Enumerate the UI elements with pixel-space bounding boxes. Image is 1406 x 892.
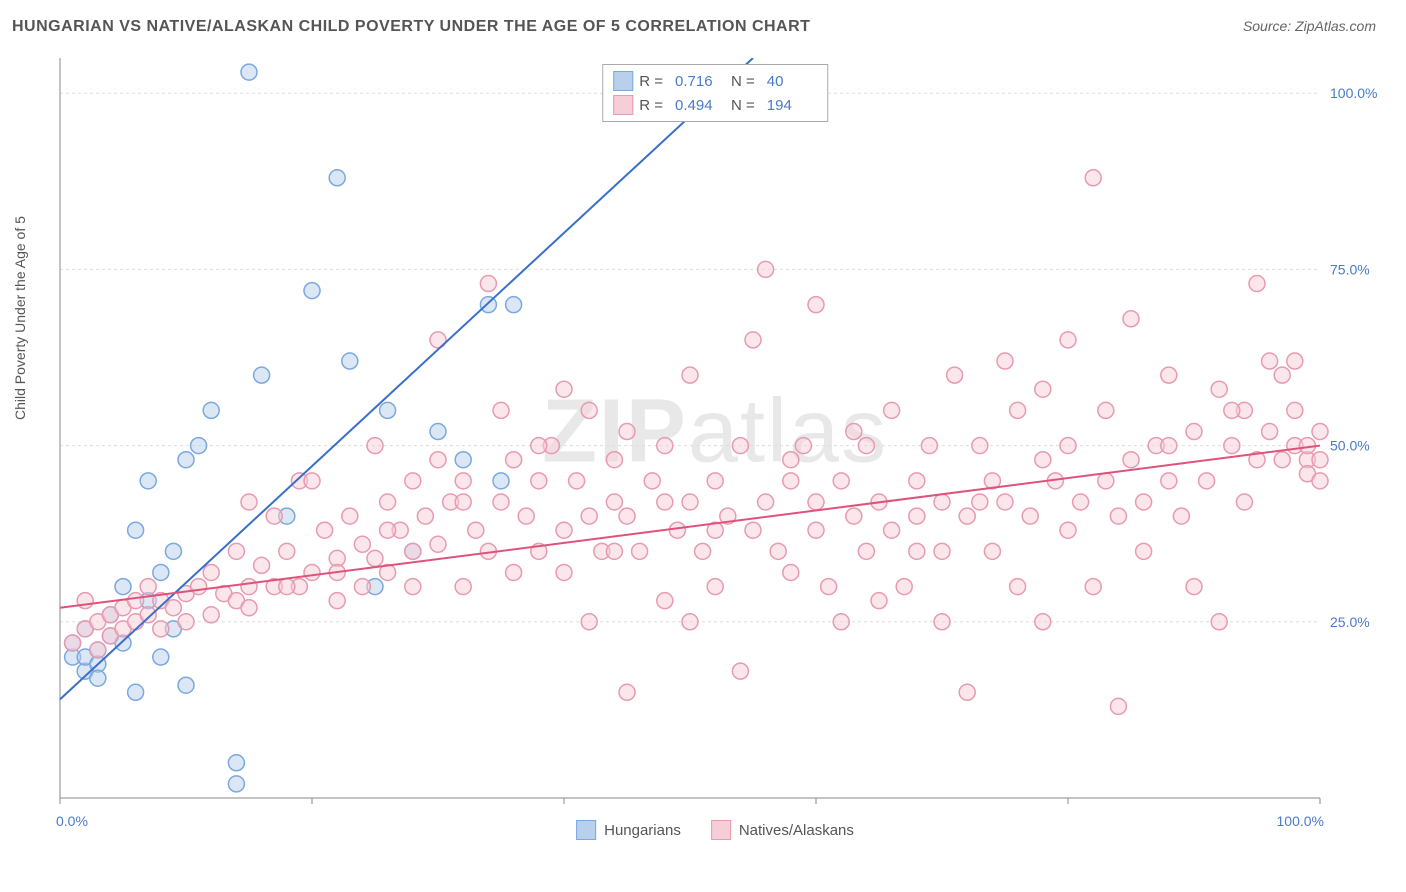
header-row: HUNGARIAN VS NATIVE/ALASKAN CHILD POVERT… <box>0 0 1406 36</box>
swatch-natives <box>613 95 633 115</box>
legend-row-natives: R = 0.494 N = 194 <box>613 93 817 117</box>
n-value-1: 194 <box>767 97 811 114</box>
chart-title: HUNGARIAN VS NATIVE/ALASKAN CHILD POVERT… <box>12 18 810 36</box>
n-label-0: N = <box>731 73 755 90</box>
legend-swatch-natives <box>711 820 731 840</box>
r-label-1: R = <box>639 97 663 114</box>
svg-text:0.0%: 0.0% <box>56 813 88 829</box>
series-legend: Hungarians Natives/Alaskans <box>576 820 854 840</box>
source-value: ZipAtlas.com <box>1295 18 1376 34</box>
legend-label-natives: Natives/Alaskans <box>739 822 854 839</box>
correlation-legend: R = 0.716 N = 40 R = 0.494 N = 194 <box>602 64 828 122</box>
r-value-0: 0.716 <box>675 73 719 90</box>
swatch-hungarians <box>613 71 633 91</box>
scatter-points <box>65 64 1328 792</box>
scatter-plot-svg: 25.0% 50.0% 75.0% 100.0% 0.0% 100.0% <box>50 58 1380 838</box>
gridlines <box>60 93 1320 622</box>
source-attribution: Source: ZipAtlas.com <box>1243 18 1376 34</box>
y-axis-label: Child Poverty Under the Age of 5 <box>12 216 28 420</box>
legend-item-hungarians: Hungarians <box>576 820 681 840</box>
svg-text:50.0%: 50.0% <box>1330 438 1370 454</box>
svg-text:75.0%: 75.0% <box>1330 261 1370 277</box>
plot-area: ZIPatlas R = 0.716 N = 40 R = 0.494 N = … <box>50 58 1380 838</box>
svg-text:100.0%: 100.0% <box>1330 85 1377 101</box>
svg-text:25.0%: 25.0% <box>1330 614 1370 630</box>
source-label: Source: <box>1243 18 1291 34</box>
chart-container: HUNGARIAN VS NATIVE/ALASKAN CHILD POVERT… <box>0 0 1406 892</box>
svg-text:100.0%: 100.0% <box>1277 813 1324 829</box>
axis-tick-labels: 25.0% 50.0% 75.0% 100.0% 0.0% 100.0% <box>56 85 1377 829</box>
legend-item-natives: Natives/Alaskans <box>711 820 854 840</box>
tick-marks <box>60 798 1320 804</box>
n-label-1: N = <box>731 97 755 114</box>
r-value-1: 0.494 <box>675 97 719 114</box>
legend-swatch-hungarians <box>576 820 596 840</box>
n-value-0: 40 <box>767 73 811 90</box>
r-label-0: R = <box>639 73 663 90</box>
legend-label-hungarians: Hungarians <box>604 822 681 839</box>
axes <box>60 58 1320 798</box>
legend-row-hungarians: R = 0.716 N = 40 <box>613 69 817 93</box>
